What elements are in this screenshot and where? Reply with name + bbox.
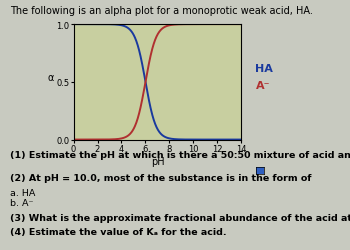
Text: b. A⁻: b. A⁻ — [10, 198, 34, 207]
Text: a. HA: a. HA — [10, 188, 36, 197]
Text: (2) At pH = 10.0, most of the substance is in the form of: (2) At pH = 10.0, most of the substance … — [10, 174, 312, 182]
Text: The following is an alpha plot for a monoprotic weak acid, HA.: The following is an alpha plot for a mon… — [10, 6, 313, 16]
X-axis label: pH: pH — [151, 156, 164, 166]
Y-axis label: α: α — [48, 72, 54, 83]
Text: (4) Estimate the value of Kₐ for the acid.: (4) Estimate the value of Kₐ for the aci… — [10, 228, 227, 236]
Text: HA: HA — [256, 64, 273, 74]
Text: (1) Estimate the pH at which is there a 50:50 mixture of acid and conjugate base: (1) Estimate the pH at which is there a … — [10, 150, 350, 159]
Text: (3) What is the approximate fractional abundance of the acid at pH = 6.0?: (3) What is the approximate fractional a… — [10, 213, 350, 222]
Text: A⁻: A⁻ — [256, 81, 270, 91]
